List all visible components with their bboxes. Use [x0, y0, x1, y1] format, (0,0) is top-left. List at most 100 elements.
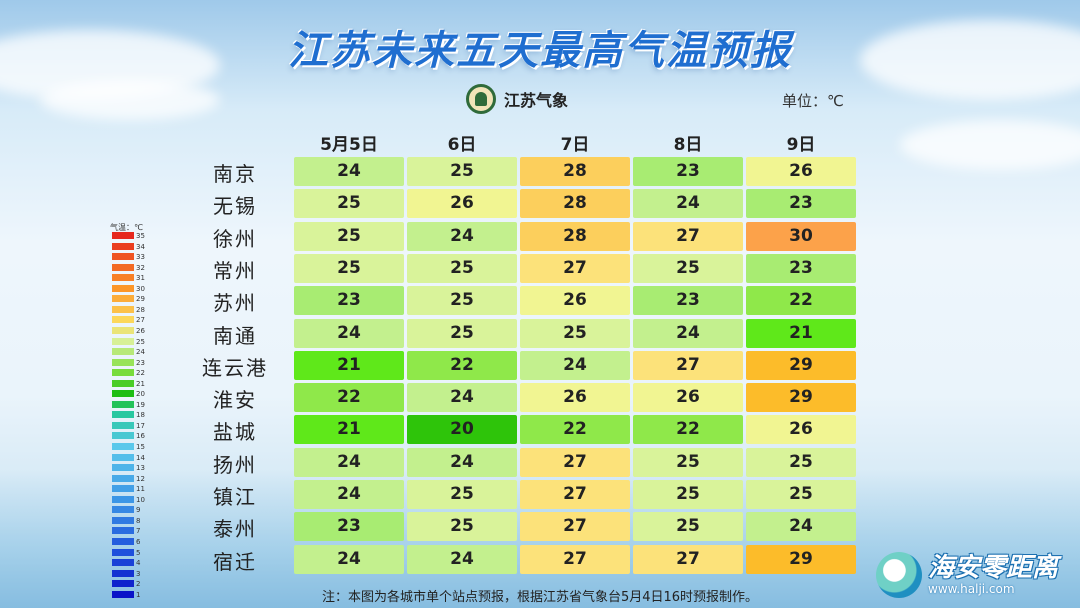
temperature-cell: 25 — [633, 512, 743, 542]
color-scale-tick: 9 — [136, 506, 141, 515]
color-scale-swatch — [112, 379, 134, 387]
temperature-cell: 26 — [633, 383, 743, 413]
temperature-cell: 21 — [746, 318, 856, 348]
logo: 江苏气象 — [466, 84, 568, 114]
temperature-cell: 27 — [633, 350, 743, 380]
chart-title: 江苏未来五天最高气温预报 — [288, 28, 792, 74]
color-scale-swatch — [112, 548, 134, 556]
unit-label: 单位：℃ — [782, 92, 844, 110]
temperature-cell: 30 — [746, 221, 856, 251]
color-scale-swatch — [112, 443, 134, 450]
color-scale-tick: 4 — [136, 559, 141, 568]
color-scale-tick: 6 — [136, 537, 141, 546]
temperature-cell: 23 — [746, 189, 856, 219]
color-scale-swatch — [112, 326, 134, 334]
city-label: 宿迁 — [213, 549, 257, 574]
color-scale-swatch — [112, 263, 134, 271]
color-scale-swatch — [112, 358, 134, 366]
day-header: 5月5日 — [320, 135, 378, 155]
color-scale-swatch — [112, 580, 134, 588]
temperature-cell: 22 — [520, 415, 630, 445]
city-label: 盐城 — [213, 420, 257, 445]
color-scale-swatch — [112, 316, 134, 324]
temperature-cell: 24 — [520, 350, 630, 380]
background-cloud — [860, 20, 1080, 100]
day-header: 7日 — [560, 135, 590, 155]
temperature-cell: 27 — [520, 253, 630, 283]
temperature-cell: 22 — [746, 286, 856, 316]
color-scale-tick: 28 — [136, 305, 145, 314]
temperature-cell: 25 — [633, 253, 743, 283]
city-label: 淮安 — [213, 388, 257, 413]
temperature-cell: 26 — [520, 383, 630, 413]
temperature-cell: 27 — [520, 512, 630, 542]
temperature-cell: 24 — [294, 157, 404, 186]
color-scale-swatch — [112, 400, 134, 408]
watermark-url: www.halji.com — [928, 582, 1015, 596]
color-scale-tick: 23 — [136, 358, 145, 367]
temperature-cell: 25 — [633, 447, 743, 477]
temperature-cell: 24 — [294, 480, 404, 509]
color-scale-swatch — [112, 232, 134, 239]
temperature-cell: 25 — [407, 512, 517, 542]
temperature-cell: 25 — [407, 157, 517, 186]
color-scale-tick: 3 — [136, 569, 141, 578]
color-scale-swatch — [112, 390, 134, 398]
color-scale-tick: 1 — [136, 590, 141, 599]
color-scale-tick: 25 — [136, 337, 145, 346]
color-scale-tick: 21 — [136, 379, 145, 388]
color-scale-swatch — [112, 432, 134, 440]
color-scale-tick: 18 — [136, 411, 145, 420]
color-scale-tick: 30 — [136, 284, 145, 293]
color-scale-tick: 22 — [136, 369, 145, 378]
color-scale-swatch — [112, 559, 134, 567]
temperature-cell: 26 — [746, 157, 856, 186]
temperature-cell: 27 — [520, 447, 630, 477]
temperature-cell: 29 — [746, 544, 856, 574]
color-scale-swatch — [112, 569, 134, 577]
temperature-cell: 22 — [294, 383, 404, 413]
temperature-cell: 24 — [633, 189, 743, 219]
temperature-cell: 26 — [746, 415, 856, 445]
color-scale-swatch — [112, 348, 134, 356]
temperature-cell: 24 — [294, 544, 404, 574]
color-scale-tick: 27 — [136, 316, 145, 325]
color-scale-tick: 19 — [136, 400, 145, 409]
temperature-cell: 24 — [407, 221, 517, 251]
temperature-cell: 23 — [633, 286, 743, 316]
color-scale-swatch — [112, 506, 134, 514]
city-label: 泰州 — [213, 517, 257, 542]
swirl-logo-icon — [876, 552, 922, 598]
city-label: 连云港 — [202, 355, 268, 380]
temperature-cell: 20 — [407, 415, 517, 445]
color-scale-swatch — [112, 305, 134, 313]
color-scale-tick: 29 — [136, 295, 145, 304]
city-label: 徐州 — [213, 226, 257, 251]
city-label: 扬州 — [213, 452, 257, 477]
color-scale-tick: 14 — [136, 453, 145, 462]
background-cloud — [900, 120, 1080, 170]
color-scale-swatch — [112, 537, 134, 545]
color-scale-tick: 13 — [136, 464, 145, 473]
color-scale-swatch — [112, 527, 134, 535]
temperature-cell: 24 — [407, 447, 517, 477]
color-scale-swatch — [112, 295, 134, 303]
temperature-cell: 27 — [633, 544, 743, 574]
temperature-cell: 24 — [407, 383, 517, 413]
city-label: 苏州 — [213, 291, 257, 316]
color-scale-tick: 35 — [136, 232, 145, 240]
temperature-cell: 24 — [746, 512, 856, 542]
color-scale-swatch — [112, 464, 134, 472]
temperature-cell: 25 — [407, 318, 517, 348]
temperature-cell: 24 — [633, 318, 743, 348]
temperature-cell: 23 — [746, 253, 856, 283]
temperature-cell: 25 — [633, 480, 743, 509]
color-scale-swatch — [112, 284, 134, 292]
temperature-cell: 25 — [407, 480, 517, 509]
temperature-cell: 25 — [746, 447, 856, 477]
color-scale-tick: 32 — [136, 263, 145, 272]
temperature-cell: 25 — [407, 286, 517, 316]
temperature-cell: 24 — [294, 318, 404, 348]
temperature-cell: 22 — [407, 350, 517, 380]
color-scale-tick: 26 — [136, 326, 145, 335]
